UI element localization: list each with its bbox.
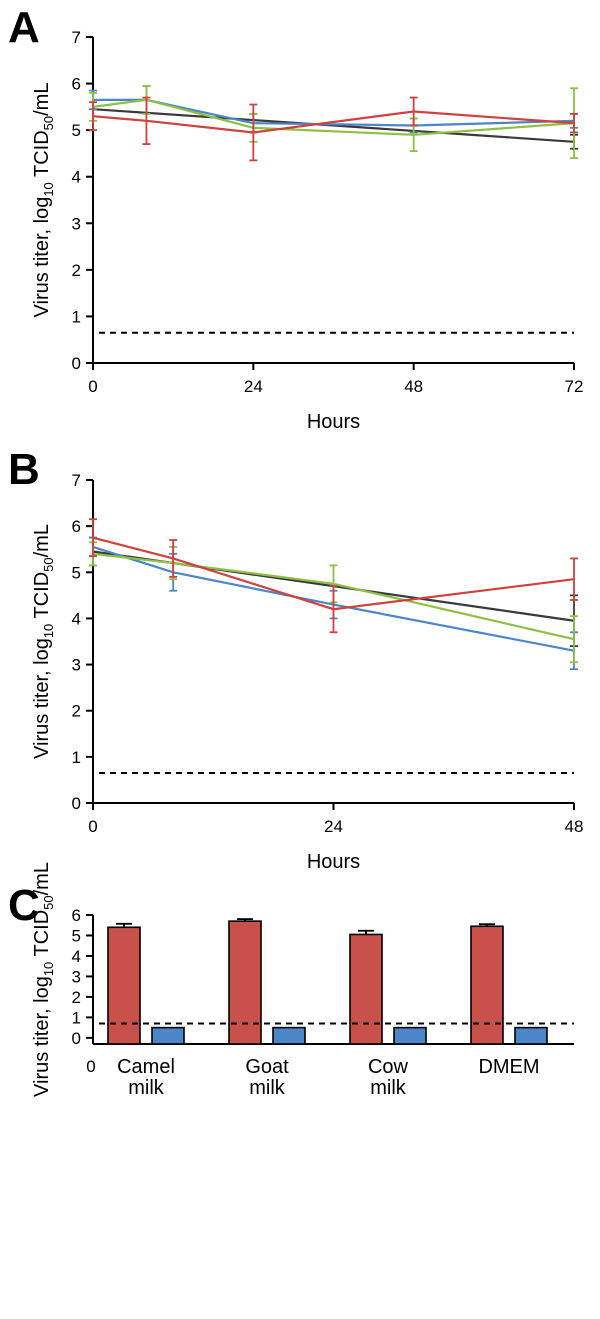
category-label: Cow [368, 1056, 409, 1078]
panel-letter: A [8, 3, 40, 52]
y-axis-title-part: Virus titer, log [31, 197, 53, 318]
y-tick-label: 2 [72, 702, 81, 721]
y-axis-title-subscript: 10 [41, 182, 56, 196]
bar [228, 920, 262, 1045]
category-label: milk [370, 1077, 407, 1099]
bar [514, 1026, 548, 1045]
y-axis-title-part: TCID [31, 910, 53, 962]
series-line [92, 108, 575, 143]
error-bar [358, 929, 374, 935]
y-axis-title-subscript: 50 [41, 116, 56, 130]
y-tick-label: 1 [72, 748, 81, 767]
x-tick-label: 0 [88, 817, 97, 836]
error-bar [89, 101, 97, 132]
error-bar [142, 96, 151, 146]
error-bar [479, 923, 495, 927]
y-tick-label: 0 [72, 1029, 81, 1048]
error-bar [169, 539, 178, 578]
bar [349, 933, 383, 1045]
y-axis-title: Virus titer, log10 TCID50/mL [31, 524, 56, 759]
error-bar [237, 918, 253, 922]
y-tick-label: 1 [72, 307, 81, 326]
series-line [92, 552, 575, 641]
error-bar [570, 557, 578, 601]
y-axis-title-part: /mL [31, 862, 53, 895]
bar [151, 1026, 185, 1045]
y-axis-title-part: TCID [31, 572, 53, 624]
y-tick-label: 5 [72, 563, 81, 582]
y-axis-title-subscript: 10 [41, 624, 56, 638]
y-tick-label: 6 [72, 75, 81, 94]
x-tick-label: 24 [324, 817, 343, 836]
error-bar [249, 103, 258, 162]
y-tick-label: 7 [72, 28, 81, 47]
x-origin-label: 0 [86, 1057, 95, 1076]
error-bar [89, 518, 97, 558]
error-bar [116, 922, 132, 928]
x-axis-title: Hours [307, 851, 360, 873]
x-axis-title: Hours [307, 411, 360, 433]
panel-letter: C [8, 881, 40, 930]
error-bar [329, 585, 338, 634]
y-tick-label: 7 [72, 471, 81, 490]
y-axis-title-part: /mL [31, 83, 53, 116]
y-tick-label: 3 [72, 967, 81, 986]
panel-b-line-chart: B 0 1 2 3 4 5 6 7 0 24 48 Hours Virus titer, log10 TC… [8, 445, 583, 873]
y-tick-label: 6 [72, 517, 81, 536]
x-tick-label: 72 [565, 377, 584, 396]
y-tick-label: 2 [72, 261, 81, 280]
bar [393, 1026, 427, 1045]
y-tick-label: 4 [72, 609, 81, 628]
category-label: Goat [245, 1056, 289, 1078]
y-axis-title-subscript: 50 [41, 557, 56, 571]
y-tick-label: 1 [72, 1008, 81, 1027]
y-axis-title-subscript: 10 [41, 962, 56, 976]
error-bar [570, 615, 578, 664]
y-tick-label: 6 [72, 906, 81, 925]
category-label: DMEM [478, 1056, 539, 1078]
bar [272, 1026, 306, 1045]
y-tick-label: 5 [72, 121, 81, 140]
y-axis-title-part: TCID [31, 130, 53, 182]
error-bar [409, 96, 418, 127]
y-tick-label: 3 [72, 214, 81, 233]
error-bar [570, 112, 578, 134]
y-axis-title-subscript: 50 [41, 895, 56, 909]
y-tick-label: 0 [72, 794, 81, 813]
x-tick-label: 48 [404, 377, 423, 396]
x-tick-label: 24 [244, 377, 263, 396]
x-tick-label: 48 [565, 817, 584, 836]
panel-a-line-chart: A 0 1 2 3 4 5 6 7 0 24 48 72 Hours Virus titer, log10 … [8, 3, 583, 433]
category-label: milk [128, 1077, 165, 1099]
y-axis-title-part: Virus titer, log [31, 976, 53, 1097]
y-tick-label: 0 [72, 354, 81, 373]
bar [107, 926, 141, 1045]
x-tick-label: 0 [88, 377, 97, 396]
y-tick-label: 5 [72, 926, 81, 945]
y-tick-label: 2 [72, 988, 81, 1007]
y-axis-title-part: /mL [31, 524, 53, 557]
category-label: Camel [117, 1056, 175, 1078]
y-tick-label: 4 [72, 947, 81, 966]
bar [470, 925, 504, 1045]
y-tick-label: 4 [72, 168, 81, 187]
series-line [92, 536, 575, 611]
category-label: milk [249, 1077, 286, 1099]
y-axis-title: Virus titer, log10 TCID50/mL [31, 83, 56, 318]
y-tick-label: 3 [72, 656, 81, 675]
series-line [92, 545, 575, 652]
y-axis-title-part: Virus titer, log [31, 638, 53, 759]
y-axis-title: Virus titer, log10 TCID50/mL [31, 862, 56, 1097]
panel-letter: B [8, 445, 40, 494]
